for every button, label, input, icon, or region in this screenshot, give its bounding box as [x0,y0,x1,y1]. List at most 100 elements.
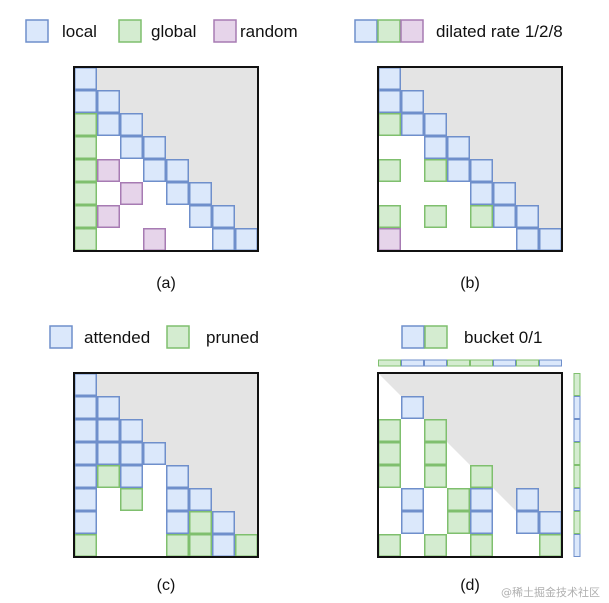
bucket-strip-segment [378,359,401,367]
pruned-cell [424,419,447,442]
legend-a-global-swatch [118,19,142,43]
bucket-strip-segment [539,359,562,367]
legend-c: attended pruned [49,325,259,349]
bucket-strip-segment [493,359,516,367]
panel-d-bucket-strip-top [378,359,562,367]
attended-cell [516,511,539,534]
local-cell [447,159,470,182]
attended-cell [166,511,189,534]
random-cell [378,228,401,251]
local-cell [424,113,447,136]
pruned-cell [189,534,212,557]
local-cell [378,67,401,90]
pruned-cell [470,465,493,488]
attended-cell [74,488,97,511]
pruned-cell [447,511,470,534]
attended-cell [120,465,143,488]
attended-cell [74,465,97,488]
legend-a-local-label: local [62,22,97,41]
attended-cell [166,465,189,488]
attended-cell [74,396,97,419]
bucket-strip-segment [573,534,581,557]
pruned-cell [424,442,447,465]
pruned-cell [424,534,447,557]
legend-b-global-swatch [377,19,401,43]
legend-c-pruned-swatch [166,325,190,349]
local-cell [120,136,143,159]
random-cell [120,182,143,205]
bucket-strip-segment [470,359,493,367]
matrix-border [377,372,563,558]
local-cell [235,228,258,251]
attended-cell [166,488,189,511]
bucket-strip-segment [516,359,539,367]
attended-cell [97,396,120,419]
legend-d-bucket0-swatch [401,325,425,349]
legend-b-label: dilated rate 1/2/8 [436,22,563,41]
local-cell [166,182,189,205]
global-cell [74,182,97,205]
legend-a: local global random [25,19,298,43]
legend-d-bucket1-swatch [424,325,448,349]
caption-a: (a) [156,275,176,292]
panel-b-matrix [377,66,563,252]
global-cell [74,136,97,159]
attended-cell [74,442,97,465]
pruned-cell [378,465,401,488]
pruned-cell [378,442,401,465]
legend-b-local-swatch [354,19,378,43]
local-cell [212,205,235,228]
local-cell [74,67,97,90]
bucket-strip-segment [447,359,470,367]
local-cell [120,113,143,136]
local-cell [493,205,516,228]
pruned-cell [539,534,562,557]
bucket-strip-segment [573,442,581,465]
bucket-strip-segment [573,373,581,396]
local-cell [516,205,539,228]
legend-b-random-swatch [400,19,424,43]
legend-a-random-swatch [213,19,237,43]
local-cell [212,228,235,251]
attended-cell [74,419,97,442]
panel-c-matrix [73,372,259,558]
pruned-cell [97,465,120,488]
local-cell [493,182,516,205]
local-cell [424,136,447,159]
local-cell [539,228,562,251]
local-cell [143,159,166,182]
caption-c: (c) [157,577,176,594]
attended-cell [189,488,212,511]
pruned-cell [235,534,258,557]
attended-cell [120,419,143,442]
local-cell [74,90,97,113]
local-cell [378,90,401,113]
bucket-strip-segment [573,419,581,442]
global-cell [378,205,401,228]
attended-cell [401,511,424,534]
pruned-cell [189,511,212,534]
legend-a-local-swatch [25,19,49,43]
local-cell [166,159,189,182]
attended-cell [470,511,493,534]
panel-a-matrix [73,66,259,252]
pruned-cell [378,534,401,557]
local-cell [470,182,493,205]
local-cell [97,113,120,136]
attended-cell [212,511,235,534]
pruned-cell [378,419,401,442]
global-cell [378,113,401,136]
local-cell [143,136,166,159]
attended-cell [120,442,143,465]
pruned-cell [424,465,447,488]
legend-a-random-label: random [240,22,298,41]
pruned-cell [166,534,189,557]
bucket-strip-segment [573,396,581,419]
pruned-cell [470,534,493,557]
attended-cell [401,396,424,419]
bucket-strip-segment [424,359,447,367]
legend-c-attended-label: attended [84,328,150,347]
panel-d-bucket-strip-right [573,373,581,557]
local-cell [401,113,424,136]
